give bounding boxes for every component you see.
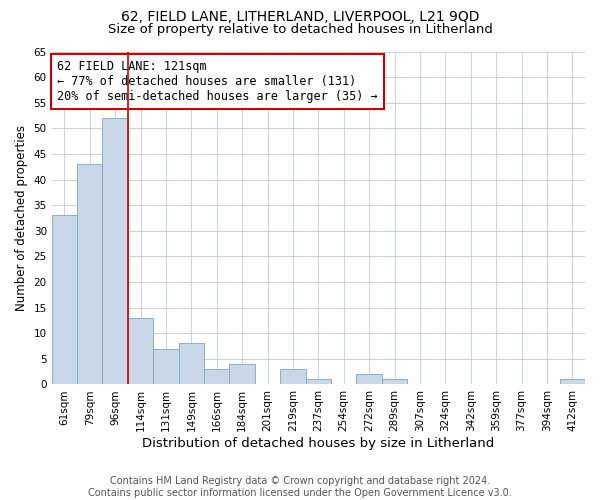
Bar bbox=[305, 380, 331, 384]
Y-axis label: Number of detached properties: Number of detached properties bbox=[15, 125, 28, 311]
Text: 62, FIELD LANE, LITHERLAND, LIVERPOOL, L21 9QD: 62, FIELD LANE, LITHERLAND, LIVERPOOL, L… bbox=[121, 10, 479, 24]
Bar bbox=[280, 369, 305, 384]
Bar bbox=[77, 164, 103, 384]
Text: Contains HM Land Registry data © Crown copyright and database right 2024.
Contai: Contains HM Land Registry data © Crown c… bbox=[88, 476, 512, 498]
Bar bbox=[128, 318, 153, 384]
Text: 62 FIELD LANE: 121sqm
← 77% of detached houses are smaller (131)
20% of semi-det: 62 FIELD LANE: 121sqm ← 77% of detached … bbox=[57, 60, 377, 103]
Bar bbox=[204, 369, 229, 384]
Bar bbox=[229, 364, 255, 384]
Bar bbox=[382, 380, 407, 384]
Bar bbox=[356, 374, 382, 384]
Bar bbox=[153, 348, 179, 384]
Bar bbox=[103, 118, 128, 384]
Text: Size of property relative to detached houses in Litherland: Size of property relative to detached ho… bbox=[107, 22, 493, 36]
Bar bbox=[560, 380, 585, 384]
X-axis label: Distribution of detached houses by size in Litherland: Distribution of detached houses by size … bbox=[142, 437, 494, 450]
Bar bbox=[179, 344, 204, 384]
Bar bbox=[52, 216, 77, 384]
